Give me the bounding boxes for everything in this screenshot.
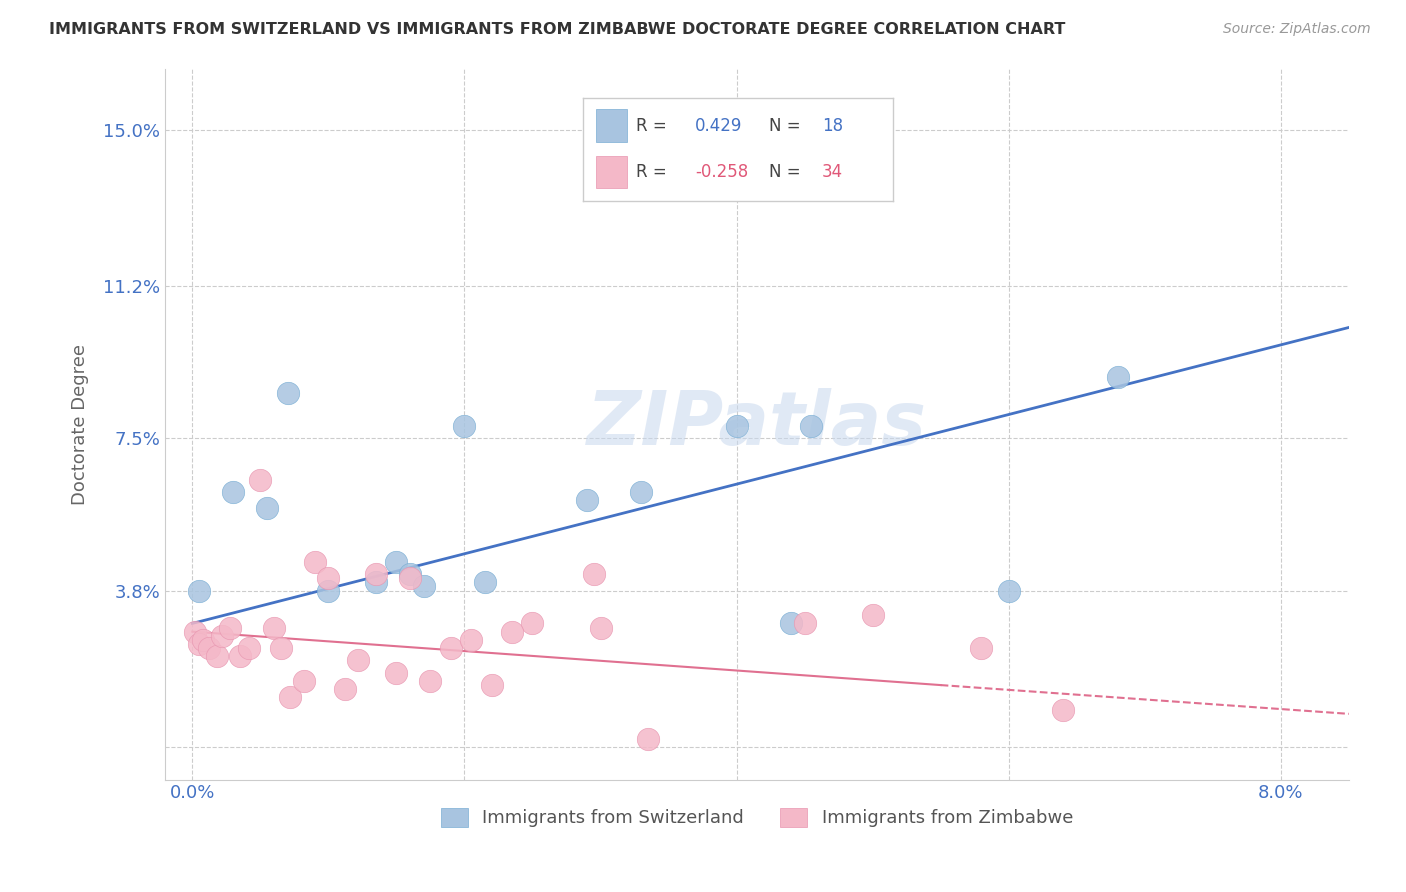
Text: 18: 18 — [821, 117, 842, 135]
Point — [862, 608, 884, 623]
Point — [270, 641, 292, 656]
Point — [522, 616, 544, 631]
Point — [399, 567, 422, 582]
Point — [474, 575, 496, 590]
Point — [278, 690, 301, 705]
Text: N =: N = — [769, 117, 800, 135]
Point — [1107, 369, 1129, 384]
Point — [582, 567, 605, 582]
Text: R =: R = — [636, 117, 666, 135]
Point — [205, 649, 228, 664]
Point — [263, 621, 285, 635]
Point — [364, 575, 387, 590]
Point — [188, 637, 211, 651]
Point — [440, 641, 463, 656]
Point — [197, 641, 219, 656]
Point — [304, 555, 326, 569]
Text: 34: 34 — [821, 163, 842, 181]
Legend: Immigrants from Switzerland, Immigrants from Zimbabwe: Immigrants from Switzerland, Immigrants … — [433, 801, 1080, 835]
Point — [460, 632, 482, 647]
Point — [229, 649, 252, 664]
Point — [793, 616, 815, 631]
Text: -0.258: -0.258 — [695, 163, 748, 181]
Point — [970, 641, 993, 656]
Text: ZIPatlas: ZIPatlas — [586, 387, 927, 460]
Text: IMMIGRANTS FROM SWITZERLAND VS IMMIGRANTS FROM ZIMBABWE DOCTORATE DEGREE CORRELA: IMMIGRANTS FROM SWITZERLAND VS IMMIGRANT… — [49, 22, 1066, 37]
Point — [292, 673, 315, 688]
Point — [412, 579, 434, 593]
Point — [318, 583, 340, 598]
Text: Source: ZipAtlas.com: Source: ZipAtlas.com — [1223, 22, 1371, 37]
Point — [219, 621, 242, 635]
Text: N =: N = — [769, 163, 800, 181]
Point — [589, 621, 612, 635]
Point — [1052, 703, 1074, 717]
FancyBboxPatch shape — [596, 110, 627, 142]
Point — [193, 632, 215, 647]
Point — [222, 484, 245, 499]
Point — [630, 484, 652, 499]
Point — [637, 731, 659, 746]
Point — [318, 571, 340, 585]
Text: R =: R = — [636, 163, 666, 181]
Point — [385, 665, 408, 680]
Point — [385, 555, 408, 569]
Point — [333, 682, 356, 697]
Point — [399, 571, 422, 585]
Point — [211, 629, 233, 643]
Point — [249, 473, 271, 487]
Point — [780, 616, 803, 631]
Point — [277, 386, 299, 401]
Point — [256, 501, 278, 516]
Point — [364, 567, 387, 582]
Point — [481, 678, 503, 692]
Point — [725, 419, 748, 434]
Point — [575, 493, 598, 508]
Point — [347, 653, 370, 667]
FancyBboxPatch shape — [596, 155, 627, 188]
Point — [800, 419, 823, 434]
Point — [419, 673, 441, 688]
Point — [997, 583, 1019, 598]
Text: 0.429: 0.429 — [695, 117, 742, 135]
Point — [453, 419, 475, 434]
Point — [188, 583, 211, 598]
Point — [184, 624, 207, 639]
Point — [238, 641, 260, 656]
Y-axis label: Doctorate Degree: Doctorate Degree — [72, 343, 89, 505]
Point — [501, 624, 523, 639]
